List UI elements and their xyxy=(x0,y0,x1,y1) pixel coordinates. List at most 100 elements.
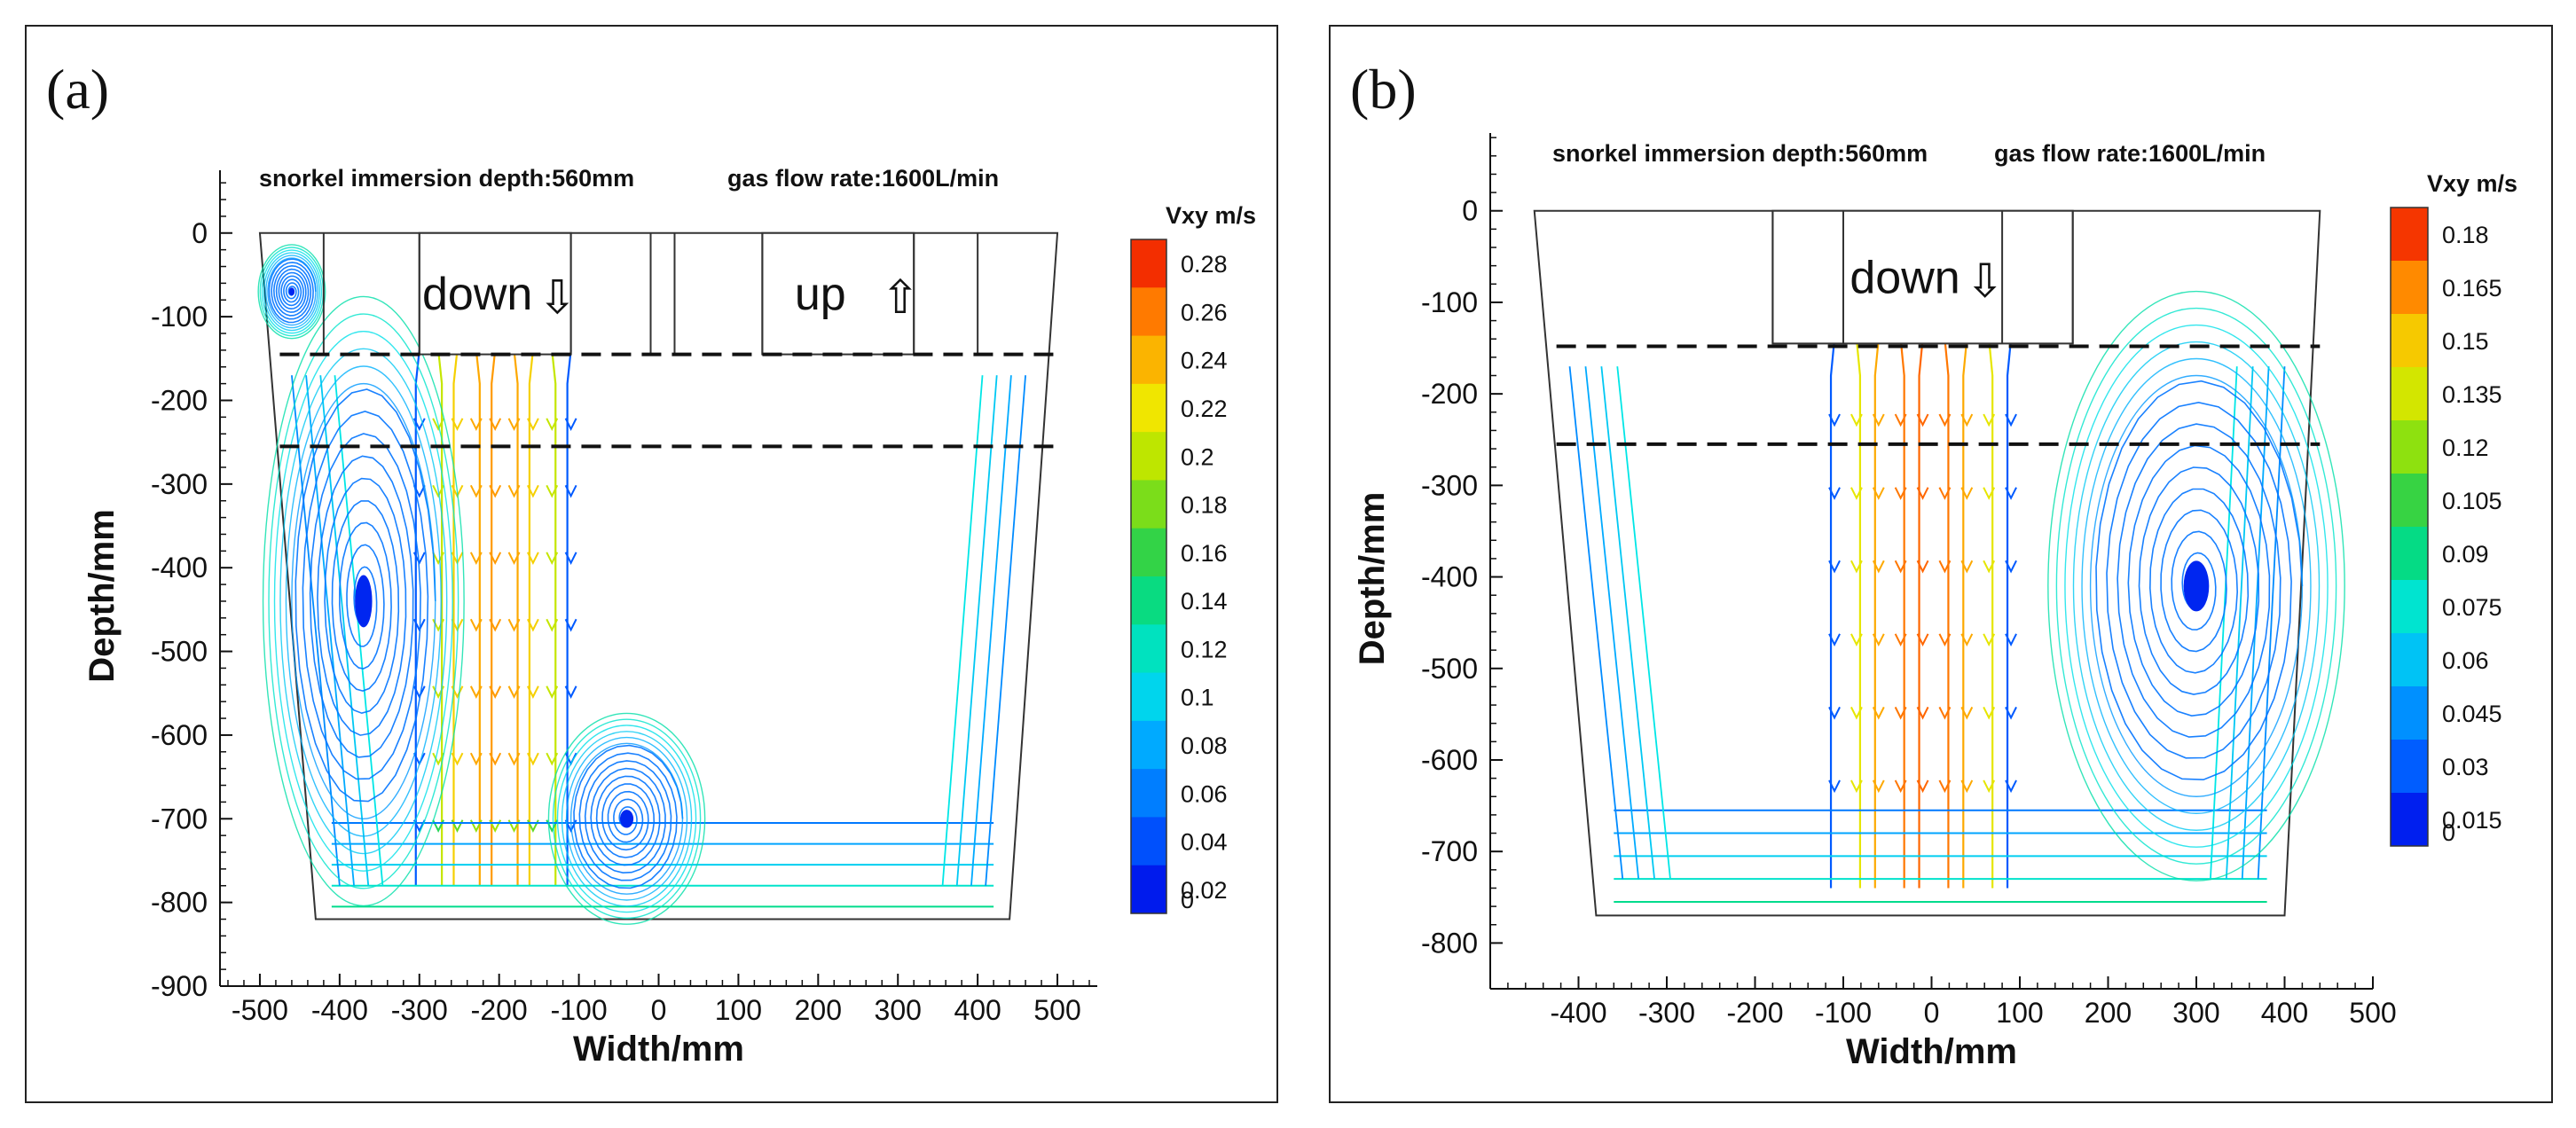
flow-arrow xyxy=(1960,779,1974,794)
colorbar-tick-label: 0.04 xyxy=(1181,829,1228,856)
flow-arrow xyxy=(432,418,445,432)
flow-arrow xyxy=(1894,487,1907,500)
flow-arrow xyxy=(526,418,539,432)
flow-arrow xyxy=(1894,706,1907,720)
colorbar-tick-label: 0.06 xyxy=(2442,647,2489,674)
colorbar-tick-label: 0.24 xyxy=(1181,348,1228,374)
vortex-ring xyxy=(261,249,323,334)
vortex-ring xyxy=(2081,357,2312,814)
flow-arrow xyxy=(2005,487,2017,500)
panel-label: (b) xyxy=(1350,58,1417,121)
y-tick-label: 0 xyxy=(1462,195,1478,227)
colorbar-segment xyxy=(2391,314,2428,368)
flow-arrow xyxy=(564,418,577,432)
flow-arrow xyxy=(1894,560,1907,574)
vortex-ring xyxy=(2064,324,2329,848)
colorbar-tick-label: 0.2 xyxy=(1181,443,1214,470)
streamline xyxy=(1584,366,1640,880)
streamline xyxy=(2225,366,2254,880)
y-tick-label: -200 xyxy=(151,384,208,416)
flow-arrow xyxy=(1938,560,1952,574)
streamline xyxy=(334,375,384,886)
snorkel-down: down ⇩ xyxy=(418,231,577,356)
colorbar-segment xyxy=(1131,865,1166,914)
colorbar-segment xyxy=(2391,793,2428,847)
streamline xyxy=(985,375,1026,886)
vortex-ring xyxy=(552,718,702,920)
streamline xyxy=(475,349,481,886)
y-tick-label: -600 xyxy=(151,719,208,751)
flow-arrow xyxy=(432,484,445,498)
flow-arrow xyxy=(2005,560,2017,574)
colorbar-segment xyxy=(2391,740,2428,794)
streamline xyxy=(1918,339,1924,889)
streamline xyxy=(528,349,534,886)
colorbar-tick-label: 0.165 xyxy=(2442,275,2502,302)
flow-arrow xyxy=(451,418,464,432)
flow-arrow xyxy=(1916,779,1929,794)
y-tick-label: -300 xyxy=(151,468,208,500)
subtitle-depth: snorkel immersion depth:560mm xyxy=(259,165,634,192)
y-axis-label: Depth/mm xyxy=(82,509,122,683)
colorbar-segment xyxy=(1131,672,1166,722)
flow-arrow xyxy=(489,418,502,432)
flow-arrow xyxy=(2005,706,2017,720)
flow-arrow xyxy=(469,618,483,632)
flow-arrow xyxy=(489,484,502,498)
flow-arrow xyxy=(2005,413,2017,427)
vortex-ring xyxy=(273,331,453,872)
flow-arrow xyxy=(1983,779,1996,794)
flow-arrow xyxy=(546,552,559,566)
streamline xyxy=(491,349,497,886)
vortex-ring xyxy=(556,725,697,913)
colorbar-tick-label: 0.14 xyxy=(1181,588,1228,615)
vortex-ring xyxy=(561,731,693,907)
colorbar-segment xyxy=(2391,420,2428,474)
vortex-ring xyxy=(262,295,465,907)
snorkel-arrow: ⇩ xyxy=(1966,256,2005,308)
flow-arrow xyxy=(1850,560,1863,574)
flow-arrow xyxy=(432,552,445,566)
subtitle-gas: gas flow rate:1600L/min xyxy=(727,165,999,192)
y-tick-label: -400 xyxy=(1421,561,1478,593)
y-tick-label: -800 xyxy=(151,887,208,919)
flow-arrow xyxy=(1872,633,1885,647)
flow-arrow xyxy=(1828,706,1841,720)
x-tick-label: -300 xyxy=(391,994,448,1026)
flow-arrow xyxy=(507,685,521,699)
colorbar-frame xyxy=(1130,239,1167,914)
flow-arrow xyxy=(469,752,483,766)
y-tick-label: -400 xyxy=(151,552,208,584)
streamline xyxy=(1600,366,1655,880)
flow-arrow xyxy=(412,418,426,432)
flow-arrow xyxy=(1872,706,1885,720)
flow-arrow xyxy=(1894,413,1907,427)
flow-arrow xyxy=(564,552,577,566)
y-tick-label: -700 xyxy=(151,803,208,834)
flow-arrow xyxy=(526,484,539,498)
y-tick-label: -100 xyxy=(151,301,208,333)
colorbar-title: Vxy m/s xyxy=(1166,202,1256,229)
colorbar-segment xyxy=(2391,261,2428,315)
colorbar-tick-label: 0.075 xyxy=(2442,594,2502,621)
colorbar-tick-label: 0.045 xyxy=(2442,701,2502,727)
flow-arrow xyxy=(507,484,521,498)
flow-arrow xyxy=(564,484,577,498)
colorbar-tick-label: 0.03 xyxy=(2442,754,2489,780)
colorbar-tick-label: 0 xyxy=(2442,819,2455,846)
flow-arrow xyxy=(1916,487,1929,500)
vortex-ring xyxy=(2055,307,2337,865)
colorbar-segment xyxy=(1131,432,1166,481)
streamlines xyxy=(257,244,1026,925)
vortex-ring xyxy=(279,348,448,855)
x-tick-label: 200 xyxy=(2085,997,2132,1029)
x-tick-label: -400 xyxy=(1550,997,1606,1029)
flow-arrow xyxy=(1872,413,1885,427)
snorkel-box xyxy=(418,231,572,356)
flow-arrow xyxy=(1983,560,1996,574)
streamline xyxy=(970,375,1012,886)
flow-arrow xyxy=(526,618,539,632)
vortex-ring xyxy=(2089,374,2304,797)
y-tick-label: -500 xyxy=(1421,653,1478,685)
streamline xyxy=(2006,339,2013,889)
